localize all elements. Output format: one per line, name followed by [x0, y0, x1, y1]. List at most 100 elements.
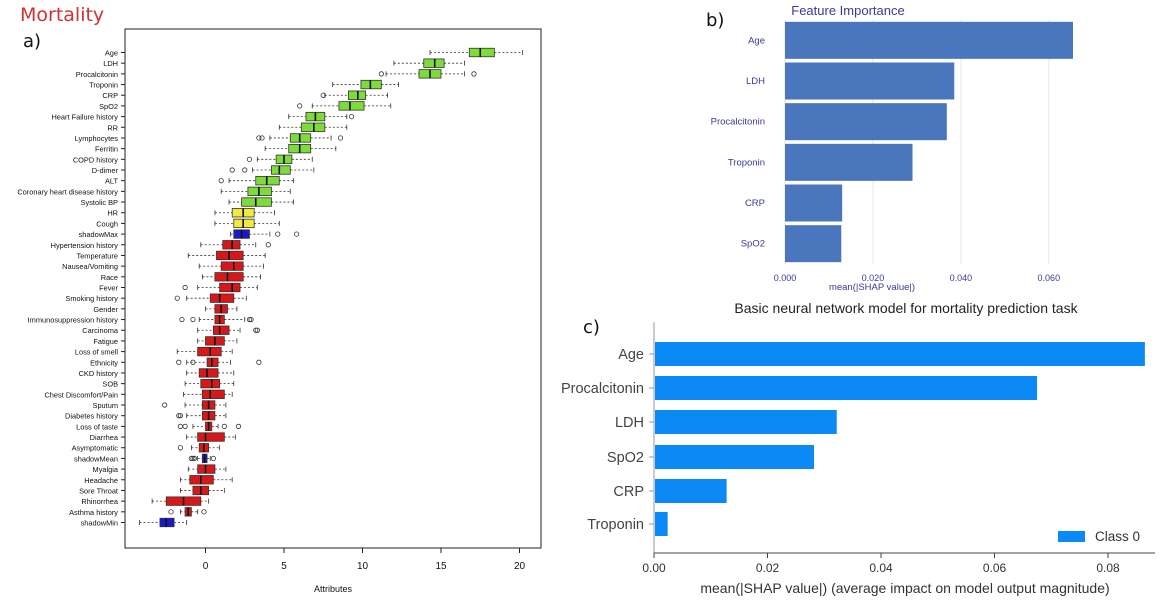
outlier-point	[218, 178, 224, 184]
bar	[655, 445, 815, 469]
box	[338, 101, 365, 111]
legend-label: Class 0	[1095, 529, 1140, 544]
outlier-point	[221, 423, 227, 429]
y-tick-label: Troponin	[89, 81, 118, 90]
y-tick-label: Ferritin	[95, 145, 118, 154]
y-tick-label: LDH	[746, 76, 765, 87]
box	[197, 432, 225, 442]
bar	[785, 225, 842, 263]
x-axis-label: Attributes	[314, 584, 353, 594]
outlier-point	[177, 445, 183, 451]
bar	[785, 103, 947, 141]
outlier-point	[177, 413, 183, 419]
y-tick-label: SOB	[102, 380, 118, 389]
outlier-point	[210, 455, 216, 462]
y-tick-label: LDH	[103, 59, 118, 68]
outlier-point	[235, 423, 242, 429]
y-tick-label: Diarrhea	[90, 433, 119, 442]
x-tick-label: 0.020	[862, 273, 885, 283]
outlier-point	[293, 231, 300, 237]
x-tick-label: 0.02	[756, 561, 780, 575]
box	[209, 293, 235, 303]
outlier-point	[348, 113, 355, 120]
y-tick-label: shadowMin	[81, 519, 118, 528]
outlier-point	[179, 316, 185, 323]
y-tick-label: SpO2	[741, 239, 765, 250]
outlier-point	[174, 295, 180, 301]
y-tick-label: Sputum	[93, 401, 118, 410]
y-tick-label: RR	[107, 123, 118, 132]
y-tick-label: Headache	[84, 476, 118, 485]
y-tick-label: Nausea/Vomiting	[62, 262, 118, 271]
box	[198, 368, 219, 378]
y-tick-label: Age	[105, 49, 118, 58]
outlier-point	[191, 455, 198, 462]
x-axis-label: mean(|SHAP value|)	[829, 282, 915, 293]
x-tick-label: 0	[203, 561, 209, 572]
x-tick-label: 0.08	[1096, 561, 1120, 575]
y-tick-label: Immunosuppression history	[28, 316, 119, 325]
box	[219, 282, 241, 293]
y-tick-label: ALT	[105, 177, 118, 186]
y-tick-label: shadowMean	[74, 454, 118, 463]
y-tick-label: SpO2	[607, 450, 644, 466]
box	[201, 389, 225, 399]
y-tick-label: Age	[618, 347, 644, 363]
outlier-point	[256, 359, 262, 365]
y-tick-label: Hypertension history	[51, 241, 119, 250]
x-tick-label: 0.000	[774, 273, 797, 283]
y-tick-label: Heart Failure history	[51, 113, 118, 122]
y-tick-label: Age	[748, 35, 765, 46]
y-tick-label: CKD history	[79, 369, 119, 378]
page-title: Mortality	[20, 4, 105, 26]
outlier-point	[190, 316, 196, 323]
box	[468, 47, 495, 58]
chart-c-title: Basic neural network model for mortality…	[734, 300, 1078, 316]
y-tick-label: COPD history	[73, 155, 118, 164]
outlier-point	[265, 242, 271, 248]
outlier-point	[259, 135, 265, 141]
y-tick-label: HR	[107, 209, 118, 218]
y-tick-label: Asymptomatic	[72, 444, 119, 453]
outlier-point	[337, 135, 344, 141]
y-tick-label: Chest Discomfort/Pain	[44, 390, 118, 399]
bar	[785, 143, 913, 181]
y-tick-label: Lymphocytes	[75, 134, 119, 143]
y-tick-label: Troponin	[587, 517, 644, 533]
box	[214, 272, 244, 282]
y-tick-label: CRP	[613, 484, 644, 500]
x-tick-label: 0.04	[869, 561, 893, 575]
y-tick-label: Temperature	[77, 251, 119, 260]
bar	[655, 410, 837, 434]
y-tick-label: LDH	[615, 415, 644, 431]
y-tick-label: Carcinoma	[82, 326, 119, 335]
y-tick-label: Procalcitonin	[76, 70, 118, 79]
x-axis-label: mean(|SHAP value|) (average impact on mo…	[700, 580, 1109, 596]
y-tick-label: Rhinorrhea	[81, 497, 118, 506]
y-tick-label: Asthma history	[69, 508, 118, 517]
bar	[655, 512, 668, 536]
y-tick-label: Myalgia	[93, 465, 119, 474]
y-tick-label: shadowMax	[79, 230, 119, 239]
y-tick-label: Fatigue	[93, 337, 118, 346]
y-tick-label: CRP	[102, 91, 118, 100]
y-tick-label: Cough	[96, 219, 118, 228]
y-tick-label: Loss of smell	[75, 348, 118, 357]
y-tick-label: Ethnicity	[90, 358, 118, 367]
y-tick-label: Loss of taste	[76, 422, 118, 431]
x-tick-label: 0.040	[950, 273, 973, 283]
box	[200, 378, 221, 389]
x-tick-label: 0.060	[1038, 273, 1061, 283]
y-tick-label: Procalcitonin	[711, 117, 765, 128]
outlier-point	[190, 455, 196, 462]
outlier-point	[471, 71, 477, 77]
outlier-point	[182, 423, 188, 429]
bar	[655, 342, 1145, 366]
outlier-point	[320, 92, 326, 98]
y-tick-label: Smoking history	[65, 294, 118, 303]
x-tick-label: 10	[357, 561, 369, 572]
x-tick-label: 20	[514, 561, 526, 572]
panel-c-label: c)	[583, 317, 600, 338]
